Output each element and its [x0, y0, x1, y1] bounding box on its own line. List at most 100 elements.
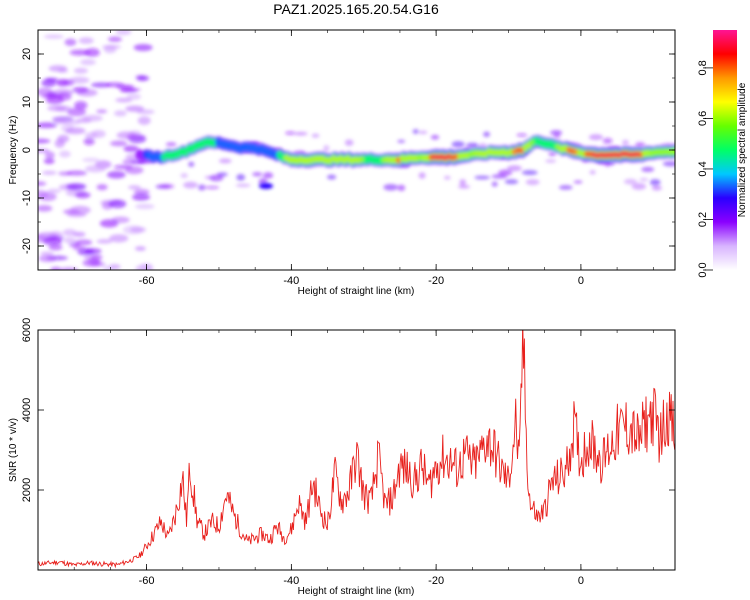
noise-blob	[107, 36, 122, 43]
noise-blob	[218, 158, 232, 164]
noise-blob	[63, 237, 76, 244]
spectrogram-x-tick-label: -60	[139, 275, 155, 287]
noise-blob	[50, 266, 62, 270]
noise-blob	[651, 185, 662, 191]
noise-blob	[105, 82, 125, 88]
noise-blob	[69, 205, 91, 215]
noise-blob	[38, 122, 58, 129]
noise-blob	[43, 158, 55, 165]
spectrogram-y-tick-label: -10	[21, 190, 33, 206]
noise-blob	[311, 133, 320, 138]
noise-blob	[114, 110, 127, 117]
noise-blob	[69, 76, 90, 84]
noise-blob	[188, 161, 195, 167]
noise-blob	[113, 164, 133, 170]
noise-blob	[82, 157, 100, 163]
spectrogram-x-axis-label: Height of straight line (km)	[298, 286, 415, 297]
noise-blob	[135, 203, 155, 210]
noise-blob	[42, 170, 57, 175]
noise-blob	[47, 188, 61, 194]
noise-blob	[49, 231, 63, 238]
noise-blob	[99, 219, 119, 228]
noise-blob	[158, 183, 175, 189]
noise-blob	[96, 239, 113, 244]
noise-blob	[84, 165, 106, 173]
noise-blob	[412, 129, 419, 134]
noise-blob	[466, 142, 479, 148]
spectrogram-y-tick-label: -20	[21, 238, 33, 254]
noise-blob	[38, 254, 57, 263]
spectrogram-x-tick-label: 0	[578, 275, 584, 287]
noise-blob	[46, 235, 65, 240]
snr-x-tick-label: -20	[428, 575, 444, 587]
noise-blob	[74, 100, 88, 110]
noise-blob	[84, 48, 100, 57]
noise-blob	[521, 170, 538, 176]
noise-blob	[82, 259, 101, 267]
colorbar-tick-label: 0.2	[697, 212, 709, 227]
noise-blob	[649, 179, 661, 186]
colorbar-ticks: 0.0 0.2 0.4 0.6 0.8	[697, 60, 713, 278]
noise-blob	[126, 93, 142, 100]
noise-blob	[67, 107, 87, 117]
chart-title: PAZ1.2025.165.20.54.G16	[273, 1, 439, 17]
noise-blob	[73, 67, 88, 74]
noise-blob	[115, 97, 133, 103]
noise-blob	[127, 185, 141, 190]
noise-blob	[383, 183, 398, 191]
noise-blob	[72, 86, 89, 93]
noise-blob	[459, 179, 466, 186]
noise-blob	[641, 166, 655, 173]
noise-blob	[323, 145, 330, 152]
spectrogram-y-tick-label: 20	[21, 48, 33, 60]
noise-blob	[589, 170, 596, 175]
snr-x-tick-label: -60	[139, 575, 155, 587]
noise-blob	[56, 92, 72, 101]
noise-blob	[48, 65, 68, 72]
noise-blob	[66, 183, 87, 191]
colorbar-tick-label: 0.4	[697, 161, 709, 176]
noise-blob	[38, 205, 53, 212]
spectrogram-x-ticks: -60 -40 -20 0	[37, 30, 654, 287]
colorbar-label: Normalized spectral amplitude	[737, 82, 748, 217]
noise-blob	[126, 134, 146, 140]
noise-blob	[262, 172, 274, 179]
snr-y-tick-label: 4000	[21, 398, 33, 422]
noise-blob	[553, 132, 561, 139]
noise-blob	[397, 139, 406, 144]
noise-blob	[83, 137, 95, 146]
noise-blob	[573, 180, 583, 184]
snr-x-ticks: -60 -40 -20 0	[37, 330, 654, 587]
noise-blob	[506, 165, 522, 172]
noise-blob	[108, 199, 127, 209]
noise-blob	[65, 127, 86, 135]
noise-blob	[165, 142, 177, 147]
noise-blob	[41, 78, 57, 88]
noise-blob	[483, 131, 491, 138]
noise-blob	[90, 254, 103, 261]
noise-blob	[64, 38, 77, 46]
noise-blob	[418, 130, 428, 135]
noise-blob	[474, 175, 491, 180]
noise-blob	[90, 82, 112, 88]
noise-blob	[451, 141, 465, 148]
noise-blob	[106, 171, 126, 179]
noise-blob	[43, 34, 64, 39]
noise-blob	[96, 184, 108, 191]
noise-blob	[125, 105, 145, 112]
ridge-cell	[259, 183, 274, 189]
noise-blob	[525, 179, 540, 186]
noise-blob	[38, 181, 47, 186]
noise-blob	[38, 189, 49, 199]
noise-blob	[588, 134, 603, 141]
noise-blob	[133, 43, 153, 52]
snr-x-tick-label: 0	[578, 575, 584, 587]
colorbar-tick-label: 0.0	[697, 262, 709, 277]
snr-panel: -60 -40 -20 0 2000 4000 6000 Height of straig…	[8, 318, 676, 597]
noise-blob	[115, 30, 132, 36]
noise-blob	[209, 174, 224, 182]
noise-blob	[558, 185, 573, 190]
noise-blob	[72, 246, 86, 251]
noise-blob	[516, 133, 528, 137]
